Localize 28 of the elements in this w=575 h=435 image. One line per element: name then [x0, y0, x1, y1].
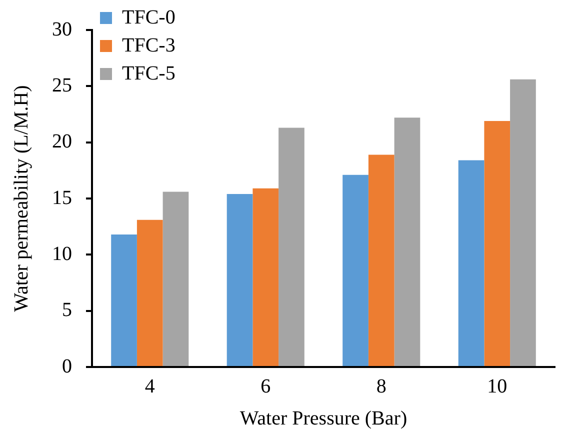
y-tick-label: 20 [52, 130, 72, 153]
y-tick-label: 0 [62, 355, 72, 378]
y-tick-label: 30 [52, 18, 72, 40]
bar [510, 79, 536, 366]
bar [252, 188, 279, 366]
x-tick-label: 6 [260, 375, 271, 398]
x-tick-label: 10 [487, 375, 508, 398]
x-tick-label: 8 [376, 375, 386, 398]
y-tick-label: 15 [52, 186, 72, 209]
y-tick-label: 10 [52, 242, 72, 265]
y-tick-label: 25 [52, 74, 72, 96]
legend-label: TFC-3 [122, 34, 176, 56]
bar [368, 154, 394, 366]
x-axis-title: Water Pressure (Bar) [240, 407, 408, 430]
bar [484, 120, 510, 366]
bar [162, 192, 189, 366]
y-axis-title: Water permeability (L/M.H) [10, 85, 32, 312]
x-tick-label: 4 [144, 375, 155, 398]
bar [278, 128, 304, 366]
bar [111, 234, 137, 366]
bar [458, 160, 484, 366]
bar [342, 174, 368, 366]
bar [136, 220, 163, 366]
bar [394, 118, 420, 366]
y-tick-label: 5 [62, 299, 72, 322]
legend-label: TFC-0 [122, 6, 176, 28]
legend-label: TFC-5 [122, 62, 176, 84]
bar [226, 194, 253, 366]
